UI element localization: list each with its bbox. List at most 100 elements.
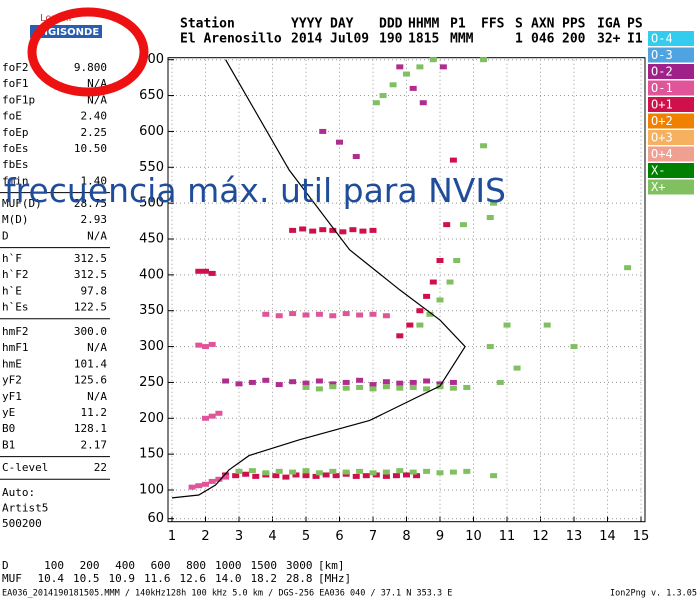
legend-label: O+2 xyxy=(651,114,673,128)
echo xyxy=(302,473,310,479)
echo xyxy=(289,227,297,233)
y-tick-label: 650 xyxy=(139,88,164,103)
echo xyxy=(369,311,377,317)
echo xyxy=(329,381,337,387)
echo xyxy=(369,227,377,233)
echo xyxy=(429,279,437,285)
legend-label: O+3 xyxy=(651,131,673,145)
echo xyxy=(409,384,417,390)
echo xyxy=(463,468,471,474)
echo xyxy=(342,469,350,475)
footer-value: 1000 xyxy=(215,559,242,572)
footer-value: 18.2 xyxy=(251,572,278,585)
x-tick-label: 9 xyxy=(436,529,444,544)
y-tick-label: 450 xyxy=(139,231,164,246)
echo xyxy=(262,470,270,476)
y-tick-label: 400 xyxy=(139,267,164,282)
echo xyxy=(436,470,444,476)
legend-label: X- xyxy=(651,164,665,178)
annotation: frecuencia máx. util para NVIS xyxy=(4,171,506,210)
echo xyxy=(396,468,404,474)
echo xyxy=(315,470,323,476)
legend-swatch xyxy=(648,113,694,129)
echo xyxy=(208,413,216,419)
x-tick-label: 6 xyxy=(335,529,343,544)
param-value: 1.40 xyxy=(81,174,108,187)
y-tick-label: 350 xyxy=(139,303,164,318)
echo xyxy=(513,365,521,371)
echo xyxy=(396,64,404,70)
echo xyxy=(252,473,260,479)
legend-swatch xyxy=(648,146,694,162)
footer-value: 14.0 xyxy=(215,572,242,585)
echo xyxy=(449,469,457,475)
footer-value: 200 xyxy=(80,559,100,572)
header-value: 32+ xyxy=(597,32,621,47)
y-tick-label: 500 xyxy=(139,196,164,211)
echo xyxy=(356,468,364,474)
y-tick-label: 550 xyxy=(139,160,164,175)
param-value: 9.800 xyxy=(74,61,107,74)
echo xyxy=(426,311,434,317)
echo xyxy=(382,379,390,385)
header-value: 1815 xyxy=(408,32,439,47)
echo xyxy=(490,200,498,206)
echo xyxy=(369,470,377,476)
echo xyxy=(389,82,397,88)
echo xyxy=(396,333,404,339)
echo xyxy=(262,377,270,383)
param-name: foEs xyxy=(2,142,29,155)
legend-label: O+4 xyxy=(651,147,673,161)
echo xyxy=(382,473,390,479)
echo xyxy=(423,293,431,299)
echo xyxy=(449,385,457,391)
param-name: yE xyxy=(2,406,15,419)
echo xyxy=(436,258,444,264)
echo xyxy=(413,473,421,479)
header-value: 2014 xyxy=(291,32,322,47)
echo xyxy=(272,473,280,479)
header-value: 046 xyxy=(531,32,555,47)
param-value: 97.8 xyxy=(81,284,108,297)
param-value: N/A xyxy=(87,341,107,354)
y-tick-label: 250 xyxy=(139,375,164,390)
echo xyxy=(436,381,444,387)
echo xyxy=(329,313,337,319)
echo xyxy=(342,311,350,317)
param-value: 11.2 xyxy=(81,406,108,419)
header-name: P1 xyxy=(450,17,466,32)
param-name: foF1p xyxy=(2,93,35,106)
header-value: MMM xyxy=(450,32,474,47)
echo xyxy=(503,322,511,328)
echo xyxy=(275,468,283,474)
header-name: YYYY xyxy=(291,17,322,32)
header-value: 1 xyxy=(515,32,523,47)
legend-swatch xyxy=(648,163,694,178)
echo xyxy=(302,380,310,386)
echo xyxy=(486,214,494,220)
param-value: N/A xyxy=(87,390,107,403)
header-name: S xyxy=(515,17,523,32)
echo xyxy=(356,312,364,318)
echo xyxy=(329,468,337,474)
echo xyxy=(496,379,504,385)
echo xyxy=(543,322,551,328)
footer-file: EA036_2014190181505.MMM / 140kHz128h 100… xyxy=(2,589,452,599)
auto-line: 500200 xyxy=(2,517,42,530)
echo xyxy=(453,258,461,264)
echo xyxy=(248,468,256,474)
echo xyxy=(215,476,223,482)
x-tick-label: 8 xyxy=(402,529,410,544)
header-value: 200 xyxy=(562,32,586,47)
y-tick-label: 200 xyxy=(139,411,164,426)
echo xyxy=(403,472,410,478)
y-tick-label: 60 xyxy=(147,511,164,526)
y-tick-label: 100 xyxy=(139,483,164,498)
param-name: fbEs xyxy=(2,158,29,171)
echo xyxy=(369,386,377,392)
echo xyxy=(416,322,424,328)
echo xyxy=(416,64,424,70)
param-name: fmin xyxy=(2,174,29,187)
echo xyxy=(439,64,447,70)
echo xyxy=(292,472,300,478)
